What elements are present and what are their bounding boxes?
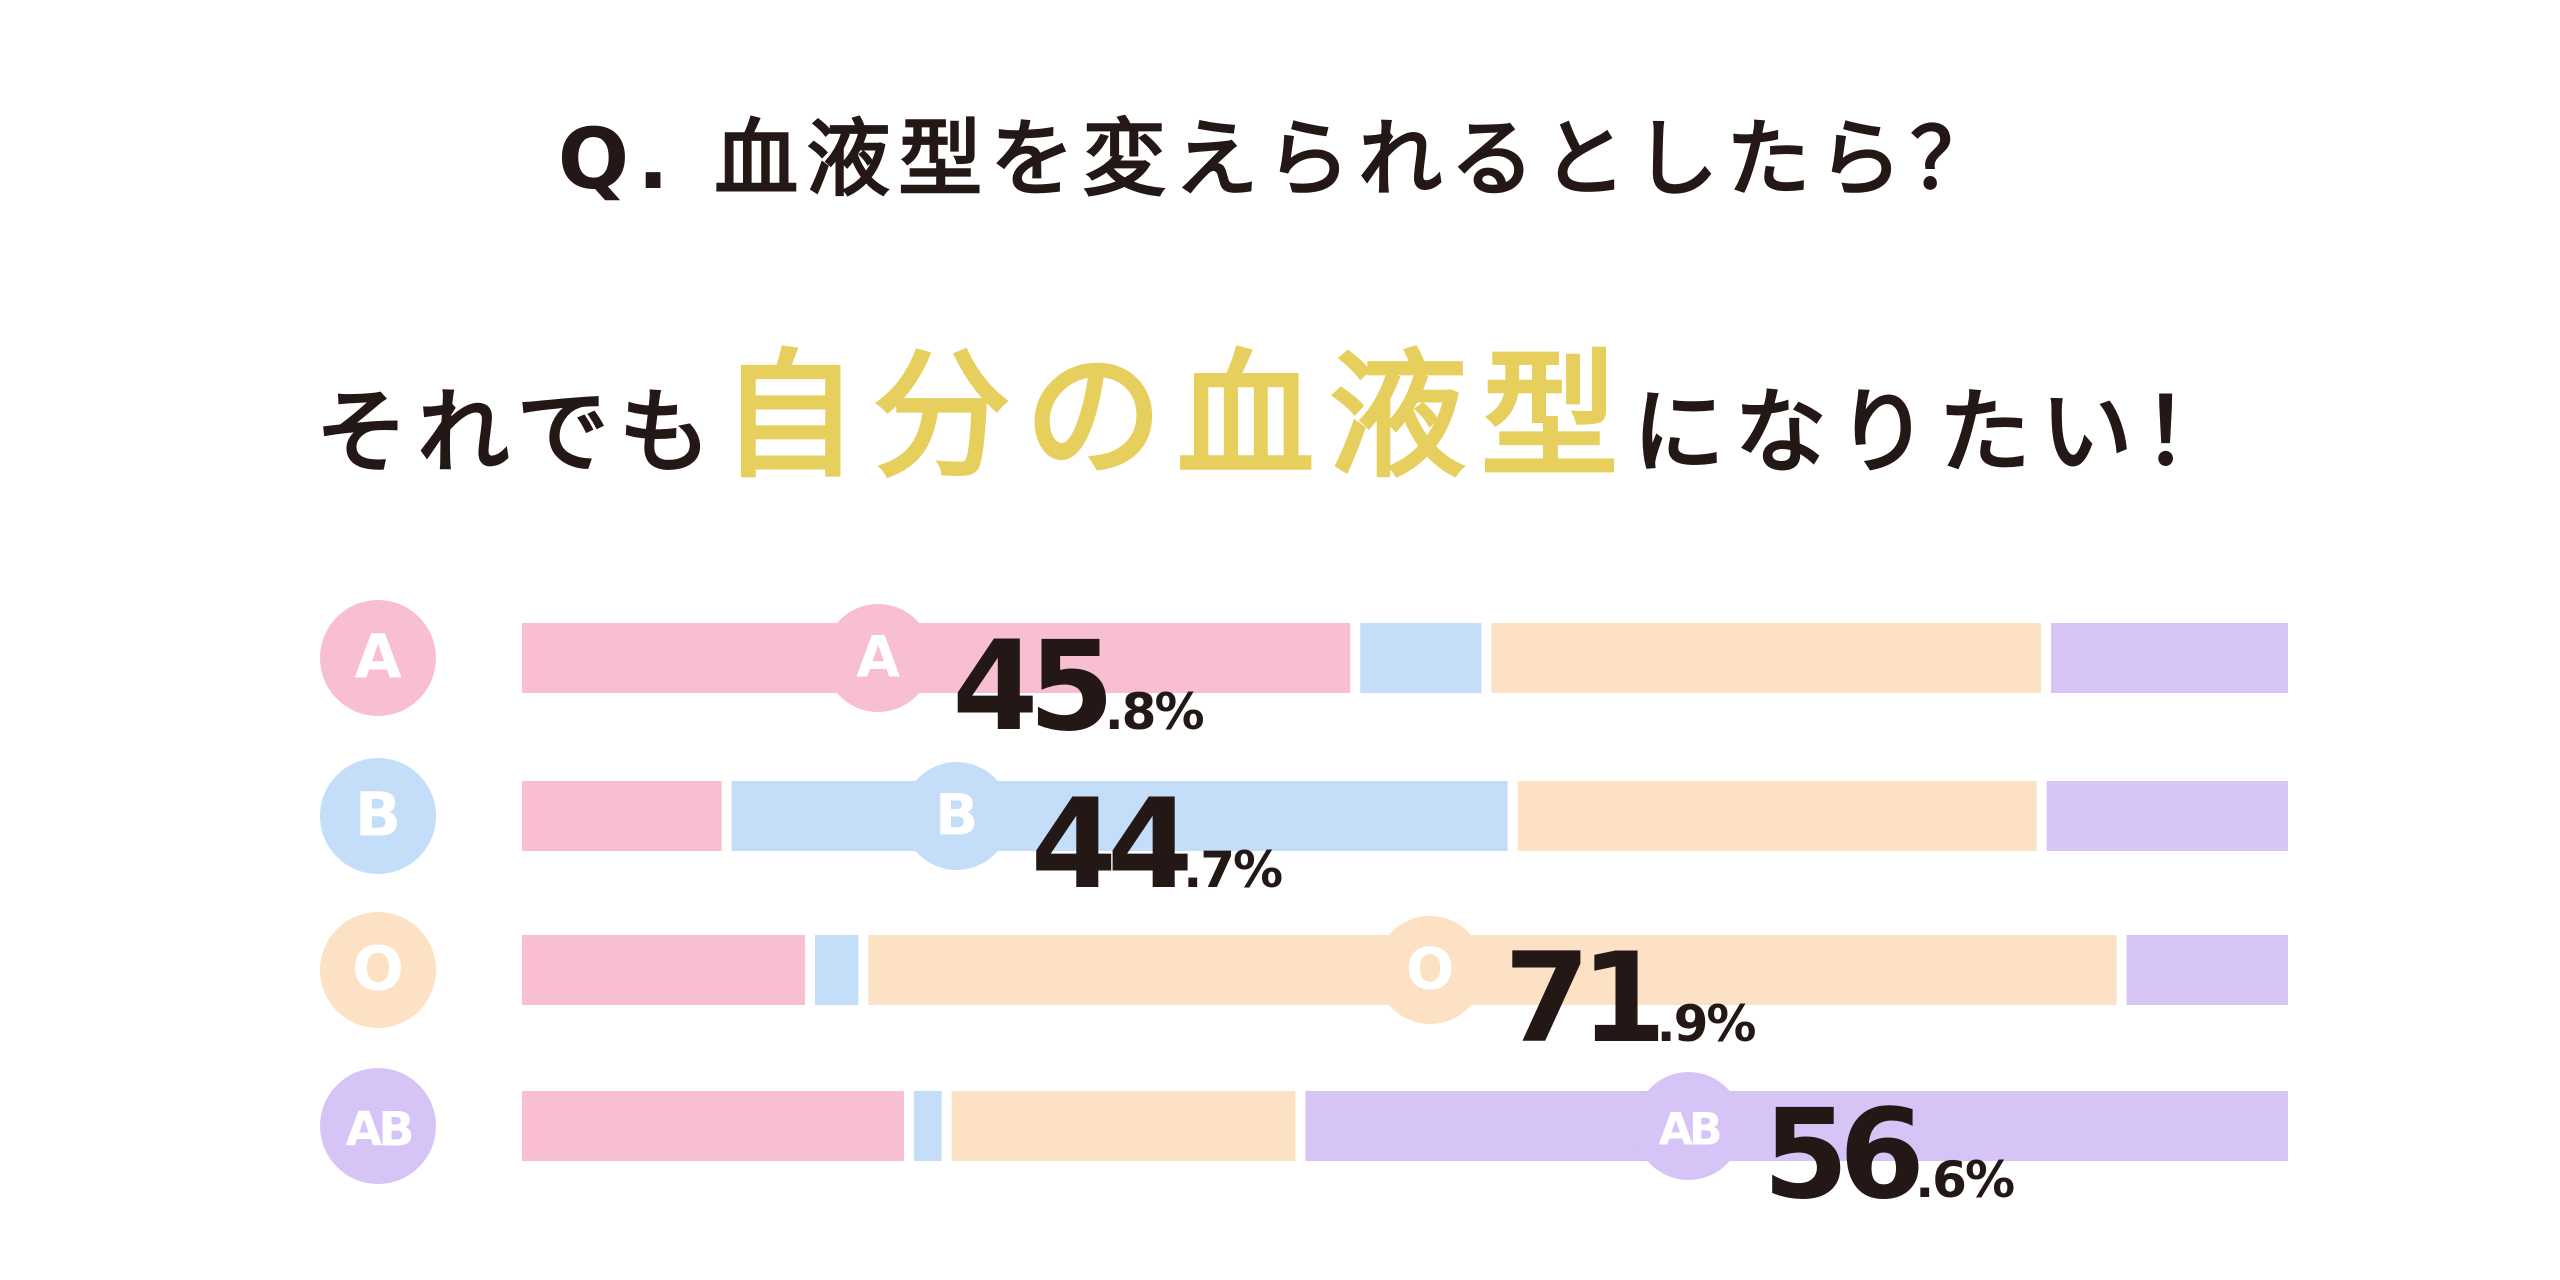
headline-highlight: 自分の血液型 [720,336,1633,497]
row-ab-legend-badge-label: AB [345,1103,411,1158]
row-o-segment-ab [2126,935,2288,1005]
row-ab-segment-b [913,1091,942,1161]
question-title: Q. 血液型を変えられるとしたら？ [557,110,2003,208]
row-o-legend-badge-label: O [352,934,404,1005]
row-ab-inline-badge-circle [1634,1072,1743,1180]
row-b-segment-a [522,781,722,851]
headline: それでも自分の血液型になりたい！ [0,348,2560,486]
row-a-segment-ab [2051,623,2288,693]
row-b-value-label: 44.7% [1031,773,1282,917]
row-o-segment-a [522,935,805,1005]
row-a-value-integer: 45 [952,615,1106,759]
row-b-segment-ab [2046,781,2288,851]
row-a-inline-badge-label: A [856,624,900,690]
row-ab-legend-badge-circle [320,1068,436,1184]
row-ab-value-label: 56.6% [1763,1083,2014,1227]
row-ab-segment-ab [1305,1091,2288,1161]
row-o-value-decimal: .9% [1657,995,1756,1053]
row-ab-value-integer: 56 [1763,1083,1919,1227]
row-ab-segment-o [951,1091,1296,1161]
row-b-legend-badge-circle [320,758,436,874]
row-b-segment-o [1517,781,2037,851]
row-b-value-integer: 44 [1031,773,1188,917]
row-b-inline-badge-circle [902,762,1011,870]
row-o-legend-badge-circle [320,912,436,1028]
row-a-value-label: 45.8% [952,615,1203,759]
row-a-segment-o [1491,623,2042,693]
row-ab-value-decimal: .6% [1915,1151,2014,1209]
row-o-inline-badge-circle [1376,916,1485,1024]
headline-suffix: になりたい！ [1632,379,2245,486]
row-a-value-decimal: .8% [1105,683,1204,741]
row-o-inline-badge-label: O [1406,936,1454,1002]
row-a-legend-badge-circle [320,600,436,716]
row-o-segment-o [868,935,2117,1005]
headline-prefix: それでも [315,379,721,486]
row-ab-segment-a [522,1091,904,1161]
row-b-segment-b [731,781,1508,851]
row-a-segment-a [522,623,1351,693]
row-b-inline-badge-label: B [935,782,978,848]
row-o-value-integer: 71 [1504,927,1658,1071]
row-b-legend-badge-label: B [355,780,401,851]
row-b-value-decimal: .7% [1183,841,1282,899]
row-o-segment-b [814,935,859,1005]
row-ab-inline-badge-label: AB [1659,1104,1720,1155]
row-a-segment-b [1360,623,1482,693]
row-a-legend-badge-label: A [354,622,401,693]
row-o-value-label: 71.9% [1504,927,1755,1071]
row-a-inline-badge-circle [824,604,933,712]
